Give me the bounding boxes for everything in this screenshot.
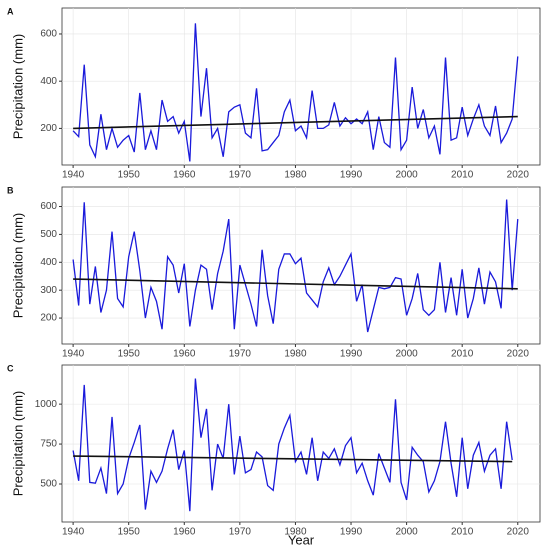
x-tick-label: 2020 xyxy=(507,349,530,360)
y-axis-label: Precipitation (mm) xyxy=(10,391,25,496)
x-tick-label: 1950 xyxy=(118,170,141,181)
x-tick-label: 1990 xyxy=(340,349,363,360)
trend-line xyxy=(73,455,513,463)
y-tick-label: 300 xyxy=(40,285,57,296)
panel-label: B xyxy=(7,185,14,195)
x-tick-label: 1960 xyxy=(173,349,196,360)
y-tick-label: 200 xyxy=(40,313,57,324)
x-tick-label: 1990 xyxy=(340,527,363,538)
x-tick-label: 1960 xyxy=(173,527,196,538)
y-tick-label: 750 xyxy=(40,439,57,450)
x-axis-label: Year xyxy=(288,532,315,547)
x-tick-label: 2020 xyxy=(507,170,530,181)
x-tick-label: 1960 xyxy=(173,170,196,181)
precip-line xyxy=(72,378,513,512)
y-tick-label: 1000 xyxy=(35,399,58,410)
x-tick-label: 1990 xyxy=(340,170,363,181)
x-tick-label: 2000 xyxy=(395,349,418,360)
trend-line xyxy=(73,115,518,130)
y-tick-label: 400 xyxy=(40,76,57,87)
x-tick-label: 2020 xyxy=(507,527,530,538)
panel-label: C xyxy=(7,363,14,373)
x-tick-label: 1980 xyxy=(284,170,307,181)
plot-panel xyxy=(61,186,541,345)
x-tick-label: 1940 xyxy=(62,349,85,360)
y-tick-label: 600 xyxy=(40,29,57,40)
y-tick-label: 600 xyxy=(40,201,57,212)
plot-panel xyxy=(61,7,541,166)
x-tick-label: 1970 xyxy=(229,349,252,360)
y-tick-label: 400 xyxy=(40,257,57,268)
x-tick-label: 2000 xyxy=(395,527,418,538)
x-tick-label: 2010 xyxy=(451,527,474,538)
x-tick-label: 2010 xyxy=(451,170,474,181)
panel-label: A xyxy=(7,6,14,16)
y-tick-label: 200 xyxy=(40,123,57,134)
x-tick-label: 1940 xyxy=(62,170,85,181)
trend-line xyxy=(73,278,518,290)
x-tick-label: 1980 xyxy=(284,349,307,360)
x-tick-label: 1950 xyxy=(118,527,141,538)
precip-line xyxy=(72,23,519,162)
precip-line xyxy=(72,199,519,333)
y-tick-label: 500 xyxy=(40,229,57,240)
x-tick-label: 1970 xyxy=(229,170,252,181)
x-tick-label: 1980 xyxy=(284,527,307,538)
y-axis-label: Precipitation (mm) xyxy=(10,213,25,318)
x-tick-label: 1950 xyxy=(118,349,141,360)
x-tick-label: 2010 xyxy=(451,349,474,360)
y-axis-label: Precipitation (mm) xyxy=(10,34,25,139)
x-tick-label: 1970 xyxy=(229,527,252,538)
x-tick-label: 1940 xyxy=(62,527,85,538)
x-tick-label: 2000 xyxy=(395,170,418,181)
y-tick-label: 500 xyxy=(40,479,57,490)
